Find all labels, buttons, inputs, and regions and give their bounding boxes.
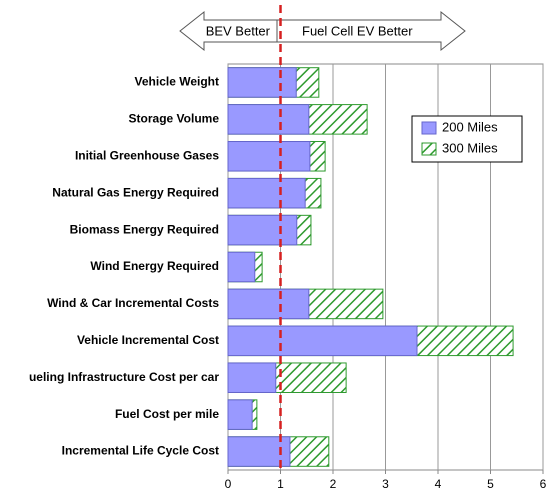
- x-tick-label: 2: [330, 477, 337, 491]
- legend-label: 200 Miles: [442, 119, 498, 134]
- bar: [227, 362, 277, 393]
- x-tick-label: 0: [225, 477, 232, 491]
- legend-swatch: [421, 142, 437, 156]
- right-arrow: [276, 10, 466, 52]
- bar: [227, 251, 256, 283]
- category-label: Biomass Energy Required: [70, 222, 219, 236]
- category-label: Vehicle Incremental Cost: [77, 333, 219, 347]
- category-label: Vehicle Weight: [135, 75, 219, 89]
- category-label: Storage Volume: [129, 112, 220, 126]
- left-arrow-label: BEV Better: [206, 23, 271, 38]
- category-label: Incremental Life Cycle Cost: [62, 444, 219, 458]
- bar: [227, 67, 297, 98]
- category-label: Fuel Cost per mile: [115, 407, 219, 421]
- bar: [227, 214, 298, 246]
- legend-swatch: [421, 121, 437, 135]
- category-label: Wind & Car Incremental Costs: [47, 296, 219, 310]
- category-label: Wind Energy Required: [90, 259, 219, 273]
- category-label: Initial Greenhouse Gases: [75, 148, 219, 162]
- legend-label: 300 Miles: [442, 140, 498, 155]
- bar: [227, 288, 310, 320]
- bar: [227, 141, 311, 172]
- x-tick-label: 1: [277, 477, 284, 491]
- x-tick-label: 5: [487, 477, 494, 491]
- category-label: Natural Gas Energy Required: [52, 185, 219, 199]
- bar: [227, 104, 310, 135]
- category-label: ueling Infrastructure Cost per car: [29, 370, 219, 384]
- bar: [227, 399, 253, 430]
- x-tick-label: 3: [382, 477, 389, 491]
- bar: [227, 177, 306, 209]
- right-arrow-label: Fuel Cell EV Better: [302, 23, 413, 38]
- bar: [227, 325, 418, 357]
- legend: 200 Miles 300 Miles: [411, 115, 523, 163]
- x-tick-label: 4: [435, 477, 442, 491]
- x-tick-label: 6: [540, 477, 547, 491]
